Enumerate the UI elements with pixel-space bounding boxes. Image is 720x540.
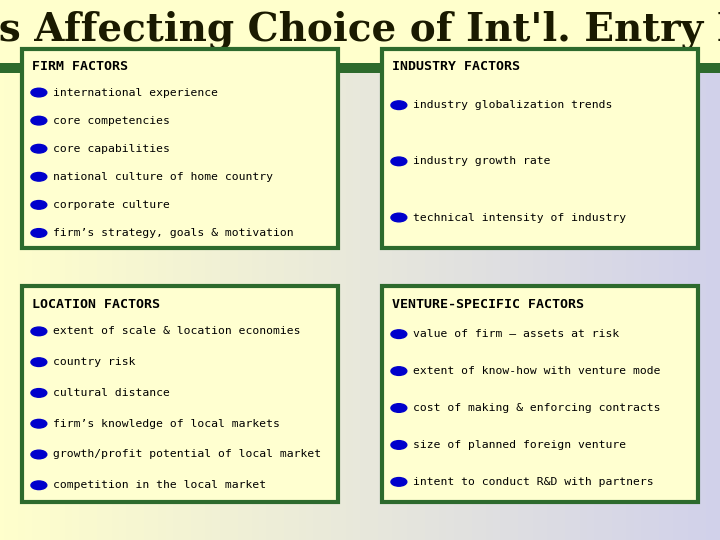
Ellipse shape	[31, 228, 47, 237]
Ellipse shape	[31, 358, 47, 367]
Text: size of planned foreign venture: size of planned foreign venture	[413, 440, 626, 450]
Ellipse shape	[31, 389, 47, 397]
Text: cost of making & enforcing contracts: cost of making & enforcing contracts	[413, 403, 660, 413]
Ellipse shape	[391, 101, 407, 110]
Text: Factors Affecting Choice of Int'l. Entry Modes: Factors Affecting Choice of Int'l. Entry…	[0, 10, 720, 49]
Text: technical intensity of industry: technical intensity of industry	[413, 213, 626, 222]
Text: INDUSTRY FACTORS: INDUSTRY FACTORS	[392, 60, 521, 73]
Text: core capabilities: core capabilities	[53, 144, 169, 154]
Text: national culture of home country: national culture of home country	[53, 172, 273, 182]
Ellipse shape	[31, 200, 47, 209]
Text: VENTURE-SPECIFIC FACTORS: VENTURE-SPECIFIC FACTORS	[392, 298, 585, 311]
Text: core competencies: core competencies	[53, 116, 169, 126]
Ellipse shape	[31, 116, 47, 125]
Text: cultural distance: cultural distance	[53, 388, 169, 398]
Ellipse shape	[31, 327, 47, 336]
Ellipse shape	[31, 420, 47, 428]
Text: country risk: country risk	[53, 357, 135, 367]
Text: international experience: international experience	[53, 87, 217, 98]
Ellipse shape	[391, 441, 407, 449]
Text: firm’s knowledge of local markets: firm’s knowledge of local markets	[53, 418, 279, 429]
Ellipse shape	[31, 450, 47, 459]
Text: value of firm – assets at risk: value of firm – assets at risk	[413, 329, 618, 339]
FancyBboxPatch shape	[0, 63, 720, 73]
FancyBboxPatch shape	[22, 286, 338, 502]
FancyBboxPatch shape	[382, 286, 698, 502]
Text: firm’s strategy, goals & motivation: firm’s strategy, goals & motivation	[53, 228, 293, 238]
Ellipse shape	[31, 172, 47, 181]
Ellipse shape	[31, 481, 47, 490]
Ellipse shape	[31, 88, 47, 97]
Text: industry globalization trends: industry globalization trends	[413, 100, 612, 110]
Ellipse shape	[391, 404, 407, 413]
Ellipse shape	[391, 477, 407, 486]
FancyBboxPatch shape	[0, 0, 720, 65]
Text: corporate culture: corporate culture	[53, 200, 169, 210]
FancyBboxPatch shape	[382, 49, 698, 248]
Ellipse shape	[31, 144, 47, 153]
Ellipse shape	[391, 330, 407, 339]
Text: LOCATION FACTORS: LOCATION FACTORS	[32, 298, 161, 311]
Ellipse shape	[391, 157, 407, 166]
Ellipse shape	[391, 213, 407, 222]
Ellipse shape	[391, 367, 407, 375]
FancyBboxPatch shape	[22, 49, 338, 248]
Text: industry growth rate: industry growth rate	[413, 157, 550, 166]
Text: intent to conduct R&D with partners: intent to conduct R&D with partners	[413, 477, 653, 487]
Text: FIRM FACTORS: FIRM FACTORS	[32, 60, 128, 73]
Text: extent of know-how with venture mode: extent of know-how with venture mode	[413, 366, 660, 376]
Text: extent of scale & location economies: extent of scale & location economies	[53, 326, 300, 336]
Text: competition in the local market: competition in the local market	[53, 480, 266, 490]
Text: growth/profit potential of local market: growth/profit potential of local market	[53, 449, 320, 460]
